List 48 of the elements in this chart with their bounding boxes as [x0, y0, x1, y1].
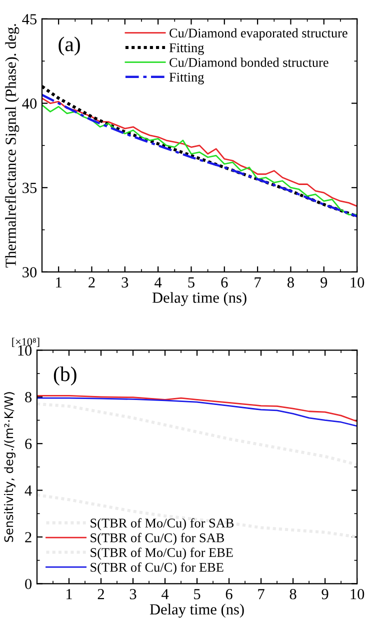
- y-tick-label: 6: [25, 438, 32, 450]
- legend-label: S(TBR of Mo/Cu) for SAB: [90, 518, 234, 530]
- x-tick-label: 9: [322, 589, 328, 600]
- x-tick-label: 4: [162, 589, 169, 600]
- x-tick-label: 3: [122, 277, 128, 288]
- x-tick-label: 8: [290, 588, 296, 600]
- legend-label: S(TBR of Mo/Cu) for EBE: [90, 548, 233, 560]
- y-tick-label: 30: [22, 267, 37, 278]
- line-series: [37, 402, 358, 466]
- x-tick-label: 7: [254, 277, 261, 288]
- y-tick-label: 0: [25, 578, 32, 590]
- legend-label: Fitting: [169, 72, 204, 84]
- x-tick-label: 10: [350, 277, 364, 288]
- y-tick-label: 45: [22, 14, 37, 24]
- x-tick-label: 2: [98, 589, 104, 600]
- y-tick-label: 8: [25, 392, 32, 402]
- x-tick-label: 5: [194, 589, 200, 600]
- line-series: [37, 397, 358, 427]
- x-tick-label: 6: [221, 277, 228, 288]
- y-tick-label: 10: [18, 345, 32, 356]
- x-tick-label: 2: [88, 277, 95, 288]
- annotation: (b): [54, 366, 76, 386]
- x-tick-label: 7: [258, 589, 264, 600]
- legend-label: S(TBR of Cu/C) for EBE: [90, 562, 224, 574]
- legend-label: S(TBR of Cu/C) for SAB: [90, 532, 224, 545]
- x-tick-label: 9: [320, 277, 328, 288]
- x-tick-label: 8: [287, 277, 294, 288]
- x-tick-label: 10: [350, 588, 364, 600]
- y-tick-label: 35: [22, 182, 37, 194]
- x-tick-label: 1: [66, 589, 72, 600]
- x-tick-label: 1: [56, 277, 62, 288]
- x-tick-label: 3: [130, 589, 136, 600]
- x-axis-title: Delay time (ns): [152, 292, 246, 306]
- text: [×10⁸]: [12, 338, 40, 347]
- annotation: (a): [58, 36, 80, 56]
- y-tick-label: 40: [22, 98, 37, 109]
- x-tick-label: 6: [226, 589, 232, 600]
- y-tick-label: 4: [24, 486, 32, 496]
- y-axis-title: Sensitivity, deg./(m²·K/W): [4, 392, 16, 542]
- y-tick-label: 2: [25, 532, 32, 542]
- line-series: [37, 395, 358, 422]
- x-tick-label: 5: [188, 277, 194, 288]
- legend-label: Cu/Diamond evaporated structure: [170, 28, 348, 40]
- x-axis-title: Delay time (ns): [150, 604, 244, 618]
- y-axis-title: Thermalreflectance Signal (Phase). deg.: [5, 24, 20, 268]
- x-tick-label: 4: [154, 277, 162, 288]
- legend-label: Fitting: [169, 43, 204, 55]
- legend-label: Cu/Diamond bonded structure: [170, 58, 328, 67]
